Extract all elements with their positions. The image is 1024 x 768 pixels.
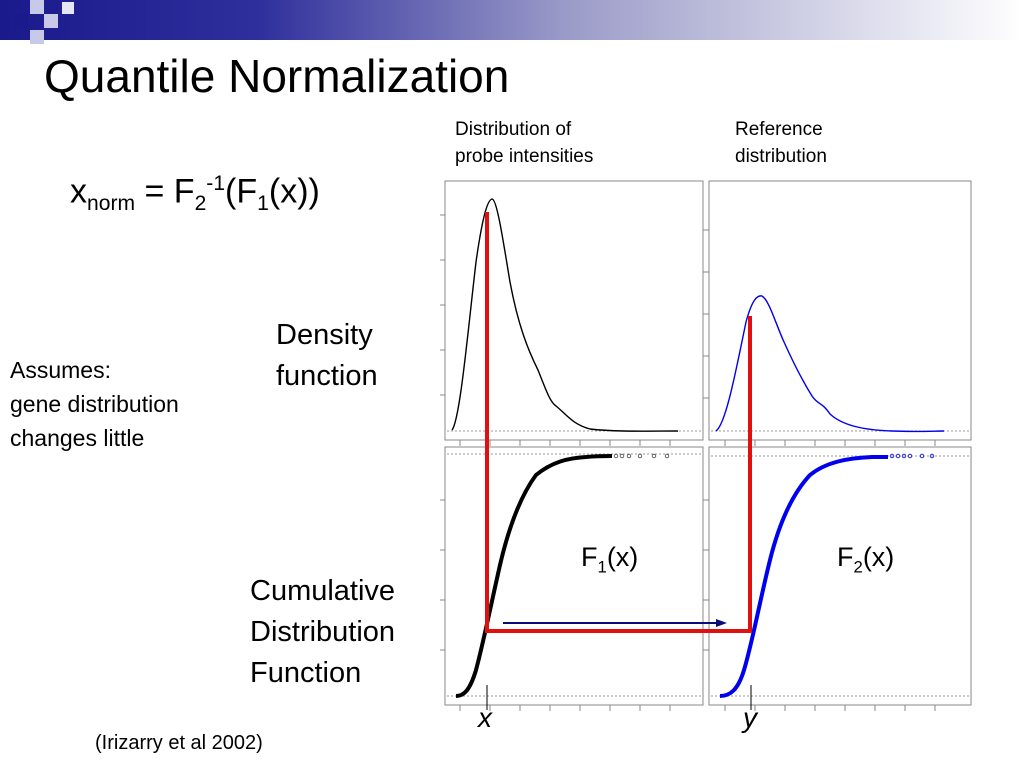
reference-density-curve bbox=[715, 295, 945, 433]
axis-ticks bbox=[440, 214, 936, 711]
decor-square bbox=[62, 2, 74, 14]
slide-title: Quantile Normalization bbox=[44, 50, 510, 102]
panel-probe-cdf bbox=[444, 446, 704, 706]
decor-square bbox=[30, 30, 44, 44]
panel-probe-density bbox=[444, 180, 704, 441]
label-density-function: Density function bbox=[276, 319, 378, 392]
y-axis-mark: y bbox=[743, 702, 757, 733]
f1-label: F1(x) bbox=[581, 542, 639, 577]
decor-square bbox=[30, 0, 44, 14]
arrowhead bbox=[716, 619, 727, 627]
probe-cdf-tail-points bbox=[613, 453, 670, 459]
probe-density-curve bbox=[451, 198, 679, 432]
probe-cdf-curve bbox=[455, 454, 613, 698]
title-bar-decoration bbox=[0, 0, 1024, 44]
citation: (Irizarry et al 2002) bbox=[95, 732, 263, 754]
decor-square bbox=[14, 14, 28, 28]
density-baselines bbox=[447, 430, 969, 697]
f2-label: F2(x) bbox=[837, 542, 895, 577]
assumes-note: Assumes: gene distribution changes littl… bbox=[10, 357, 179, 451]
x-axis-mark: x bbox=[478, 702, 492, 733]
header-reference-distribution: Reference distribution bbox=[735, 119, 827, 167]
formula: xnorm = F2-1(F1(x)) bbox=[70, 172, 320, 216]
header-probe-distribution: Distribution of probe intensities bbox=[455, 119, 594, 167]
reference-cdf-tail-points bbox=[889, 453, 935, 459]
decor-square bbox=[44, 14, 58, 28]
mapping-line-x bbox=[485, 212, 752, 633]
panel-reference-cdf bbox=[708, 446, 972, 706]
reference-cdf-curve bbox=[719, 454, 888, 698]
label-cdf: Cumulative Distribution Function bbox=[250, 575, 396, 689]
panel-reference-density bbox=[708, 180, 972, 441]
